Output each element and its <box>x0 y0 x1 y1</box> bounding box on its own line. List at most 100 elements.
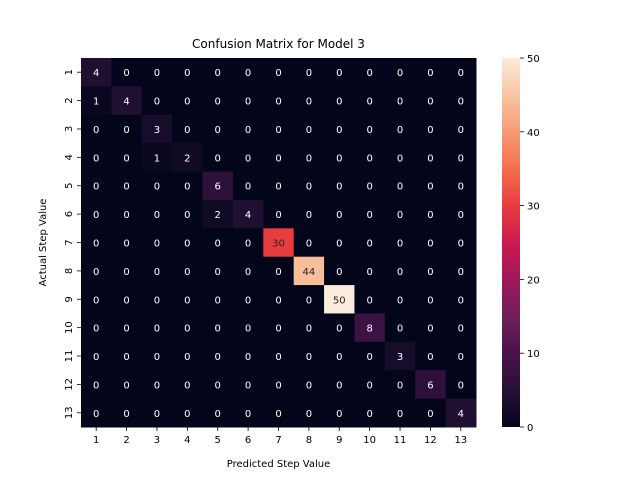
heatmap-cell-label: 0 <box>123 295 129 306</box>
heatmap-cell <box>232 285 264 314</box>
heatmap-cell <box>445 256 477 286</box>
heatmap-cell <box>111 86 143 116</box>
colorbar-tick-label: 20 <box>527 275 540 286</box>
heatmap-cell-label: 8 <box>366 324 372 335</box>
heatmap-cell <box>263 228 295 258</box>
colorbar-tick-label: 0 <box>527 423 533 434</box>
heatmap-cell-label: 0 <box>184 210 190 221</box>
x-tick-label: 2 <box>123 435 129 446</box>
heatmap-cell <box>415 256 447 286</box>
heatmap-cell-label: 0 <box>306 125 312 136</box>
heatmap-cell-label: 0 <box>245 267 251 278</box>
heatmap-cell-label: 0 <box>215 324 221 335</box>
heatmap-cell-label: 0 <box>336 153 342 164</box>
heatmap-cell-label: 0 <box>123 153 129 164</box>
heatmap-cell-label: 0 <box>306 239 312 250</box>
heatmap-cells <box>81 58 477 428</box>
x-tick-label: 7 <box>275 435 281 446</box>
heatmap-cell-label: 0 <box>184 267 190 278</box>
heatmap-cell-label: 0 <box>366 210 372 221</box>
heatmap-cell <box>202 58 234 87</box>
heatmap-cell <box>81 199 112 229</box>
heatmap-cell-label: 0 <box>336 210 342 221</box>
heatmap-cell-label: 0 <box>366 380 372 391</box>
heatmap-cell <box>415 114 447 144</box>
heatmap-cell <box>111 199 143 229</box>
heatmap-cell-label: 0 <box>154 295 160 306</box>
heatmap-cell-label: 0 <box>366 352 372 363</box>
heatmap-cell-label: 0 <box>123 125 129 136</box>
heatmap-cell <box>111 370 143 400</box>
heatmap-cell <box>445 285 477 314</box>
heatmap-cell <box>81 256 112 286</box>
heatmap-cell-label: 0 <box>184 380 190 391</box>
heatmap-cell <box>172 341 204 371</box>
heatmap-cell-label: 3 <box>397 352 403 363</box>
heatmap-cell <box>232 370 264 400</box>
heatmap-cell-label: 0 <box>458 324 464 335</box>
heatmap-cell <box>324 398 355 428</box>
heatmap-cell-label: 0 <box>184 97 190 108</box>
heatmap-cell-label: 0 <box>154 352 160 363</box>
heatmap-cell <box>384 199 416 229</box>
x-axis-ticks: 1 2 3 4 5 6 7 8 9 10 11 12 13 <box>93 427 467 446</box>
heatmap-cell <box>81 398 112 428</box>
y-tick-label: 4 <box>64 154 75 160</box>
heatmap-cell-label: 2 <box>184 153 190 164</box>
heatmap-cell <box>293 313 325 343</box>
heatmap-cell <box>354 256 386 286</box>
heatmap-cell-label: 0 <box>458 125 464 136</box>
heatmap-cell-label: 0 <box>123 182 129 193</box>
heatmap-cell-label: 0 <box>306 324 312 335</box>
heatmap-cell-label: 0 <box>306 295 312 306</box>
heatmap-cell-label: 0 <box>275 97 281 108</box>
heatmap-cell-label: 0 <box>306 352 312 363</box>
heatmap-cell <box>324 285 355 314</box>
heatmap-cell-label: 0 <box>397 68 403 79</box>
heatmap-cell <box>415 199 447 229</box>
heatmap-cell-label: 0 <box>123 210 129 221</box>
heatmap-cell-label: 0 <box>458 267 464 278</box>
heatmap-cell-label: 0 <box>275 324 281 335</box>
heatmap-cell <box>81 171 112 201</box>
heatmap-cell <box>324 313 355 343</box>
heatmap-cell <box>172 285 204 314</box>
heatmap-cell-label: 0 <box>215 153 221 164</box>
heatmap-cell <box>172 58 204 87</box>
heatmap-cell <box>172 143 204 173</box>
heatmap-cell-label: 0 <box>215 267 221 278</box>
heatmap-cell-label: 0 <box>123 239 129 250</box>
heatmap-cell-label: 0 <box>306 153 312 164</box>
heatmap-cell-label: 0 <box>93 182 99 193</box>
heatmap-cell <box>384 256 416 286</box>
heatmap-cell-label: 0 <box>154 409 160 420</box>
heatmap-cell <box>384 171 416 201</box>
heatmap-cell-label: 0 <box>366 295 372 306</box>
heatmap-cell <box>111 313 143 343</box>
heatmap-cell <box>293 256 325 286</box>
heatmap-cell <box>263 341 295 371</box>
heatmap-cell-label: 4 <box>245 210 251 221</box>
heatmap-cell-label: 0 <box>397 380 403 391</box>
heatmap-cell-label: 0 <box>154 210 160 221</box>
heatmap-cell-label: 0 <box>275 182 281 193</box>
heatmap-cell <box>354 58 386 87</box>
heatmap-cell-label: 0 <box>215 295 221 306</box>
heatmap-cell <box>141 370 173 400</box>
x-tick-label: 9 <box>336 435 342 446</box>
heatmap-cell <box>263 86 295 116</box>
heatmap-cell <box>415 341 447 371</box>
heatmap-cell-label: 0 <box>458 210 464 221</box>
heatmap-cell-label: 0 <box>336 324 342 335</box>
heatmap-cell <box>354 398 386 428</box>
heatmap-cell-label: 0 <box>397 97 403 108</box>
heatmap-cell <box>384 58 416 87</box>
heatmap-cell-label: 0 <box>123 409 129 420</box>
heatmap-cell-label: 0 <box>397 153 403 164</box>
heatmap-cell-label: 0 <box>123 324 129 335</box>
heatmap-cell <box>81 370 112 400</box>
heatmap-cell-label: 0 <box>366 68 372 79</box>
heatmap-cell-label: 0 <box>245 295 251 306</box>
y-tick-label: 1 <box>64 69 75 75</box>
heatmap-cell-label: 0 <box>306 97 312 108</box>
